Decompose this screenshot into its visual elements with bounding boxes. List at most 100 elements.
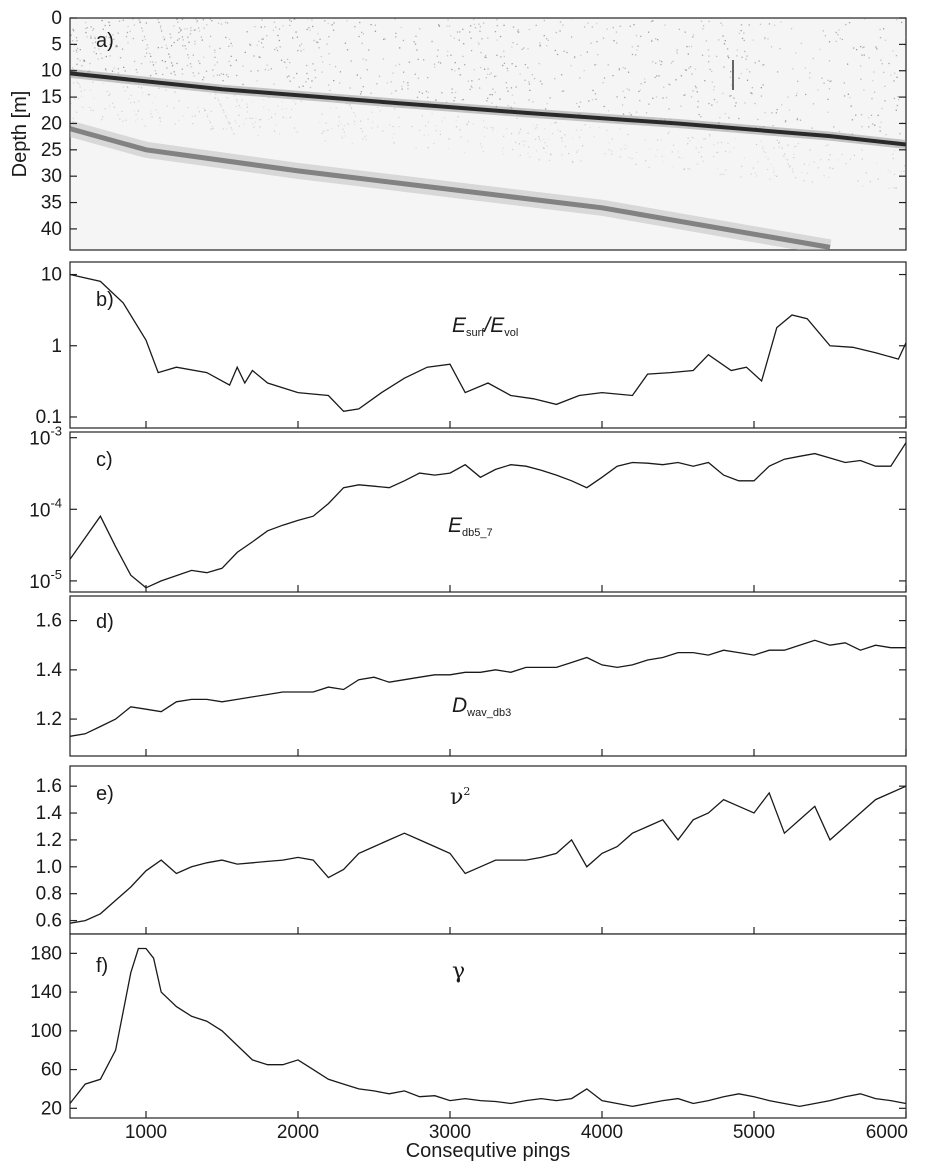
echogram-speck <box>92 109 94 112</box>
echogram-speck <box>178 38 180 40</box>
echogram-speck <box>760 86 762 89</box>
echogram-speck <box>828 176 830 179</box>
panel-c-label: c) <box>96 449 113 471</box>
echogram-speck <box>487 37 489 39</box>
echogram-speck <box>249 117 251 119</box>
echogram-speck <box>845 163 847 165</box>
echogram-speck <box>721 24 724 26</box>
echogram-speck <box>715 151 718 154</box>
tick-exponent: -4 <box>50 495 62 510</box>
panel-f-yticks: 180 140 100 60 20 <box>30 943 907 1119</box>
panel-b-ytick-label-2: 0.1 <box>36 407 62 428</box>
echogram-speck <box>709 135 711 137</box>
echogram-speck <box>727 55 729 57</box>
echogram-speck <box>546 45 548 47</box>
echogram-speck <box>893 80 895 82</box>
echogram-speck <box>864 18 866 20</box>
echogram-speck <box>216 74 219 76</box>
echogram-speck <box>602 81 604 84</box>
echogram-speck <box>838 130 841 133</box>
echogram-speck <box>144 38 147 41</box>
echogram-speck <box>478 23 480 25</box>
echogram-speck <box>170 62 173 64</box>
echogram-speck <box>87 71 89 73</box>
echogram-speck <box>145 22 148 24</box>
panel-d-ytick-label-2: 1.2 <box>36 709 62 730</box>
echogram-speck <box>754 62 756 64</box>
echogram-speck <box>259 119 262 121</box>
echogram-speck <box>478 43 480 45</box>
echogram-speck <box>583 26 586 28</box>
echogram-speck <box>457 116 459 118</box>
echogram-speck <box>436 55 438 57</box>
echogram-speck <box>829 154 831 156</box>
echogram-speck <box>276 49 279 52</box>
panel-e-ytick-label-1: 1.4 <box>36 803 63 824</box>
echogram-speck <box>305 64 308 67</box>
echogram-speck <box>431 112 433 115</box>
echogram-speck <box>560 74 563 76</box>
b-label-sub: surf <box>466 327 485 339</box>
echogram-speck <box>113 67 115 69</box>
echogram-speck <box>155 109 157 111</box>
echogram-speck <box>511 46 513 48</box>
echogram-speck <box>188 57 190 59</box>
b-label-main2: E <box>490 314 505 337</box>
echogram-speck <box>875 46 877 48</box>
echogram-speck <box>616 96 618 98</box>
echogram-speck <box>752 167 754 169</box>
echogram-speck <box>708 102 710 105</box>
echogram-speck <box>228 45 230 47</box>
echogram-speck <box>424 125 427 127</box>
echogram-speck <box>491 93 493 96</box>
echogram-speck <box>361 42 363 45</box>
echogram-speck <box>439 130 441 132</box>
echogram-speck <box>786 159 789 161</box>
echogram-speck <box>688 67 690 69</box>
echogram-speck <box>884 85 886 87</box>
echogram-speck <box>309 86 312 89</box>
echogram-speck <box>559 21 562 23</box>
echogram-speck <box>496 39 498 41</box>
echogram-speck <box>484 56 486 58</box>
echogram-speck <box>626 134 628 136</box>
panel-d-yticks: 1.6 1.4 1.2 <box>36 611 907 756</box>
echogram-speck <box>187 106 189 109</box>
echogram-speck <box>323 130 325 132</box>
echogram-speck <box>779 48 781 50</box>
echogram-speck <box>561 138 563 140</box>
echogram-speck <box>354 26 356 28</box>
echogram-speck <box>791 168 794 170</box>
echogram-speck <box>225 117 228 119</box>
echogram-speck <box>155 72 157 75</box>
echogram-speck <box>92 29 94 31</box>
echogram-speck <box>712 89 715 91</box>
echogram-speck <box>102 82 105 85</box>
echogram-speck <box>829 167 831 169</box>
echogram-speck <box>135 68 137 71</box>
echogram-speck <box>197 106 199 109</box>
panel-e-ytick-label-2: 1.2 <box>36 830 62 851</box>
echogram-speck <box>209 18 212 20</box>
echogram-speck <box>627 133 630 136</box>
echogram-speck <box>224 21 227 24</box>
echogram-speck <box>895 187 897 189</box>
echogram-speck <box>533 77 536 80</box>
echogram-speck <box>462 55 464 58</box>
echogram-speck <box>639 99 641 102</box>
echogram-speck <box>142 92 144 94</box>
echogram-speck <box>746 79 749 81</box>
echogram-speck <box>727 142 729 144</box>
echogram-speck <box>164 37 166 40</box>
echogram-speck <box>482 150 484 153</box>
echogram-speck <box>611 153 613 155</box>
b-label-sep: / <box>482 314 492 337</box>
echogram-speck <box>140 63 143 65</box>
echogram-speck <box>484 136 486 138</box>
x-tick-label-4: 5000 <box>733 1122 775 1143</box>
echogram-speck <box>132 18 134 20</box>
echogram-speck <box>663 86 665 88</box>
echogram-speck <box>422 59 425 61</box>
echogram-speck <box>702 25 705 27</box>
echogram-speck <box>407 82 409 84</box>
